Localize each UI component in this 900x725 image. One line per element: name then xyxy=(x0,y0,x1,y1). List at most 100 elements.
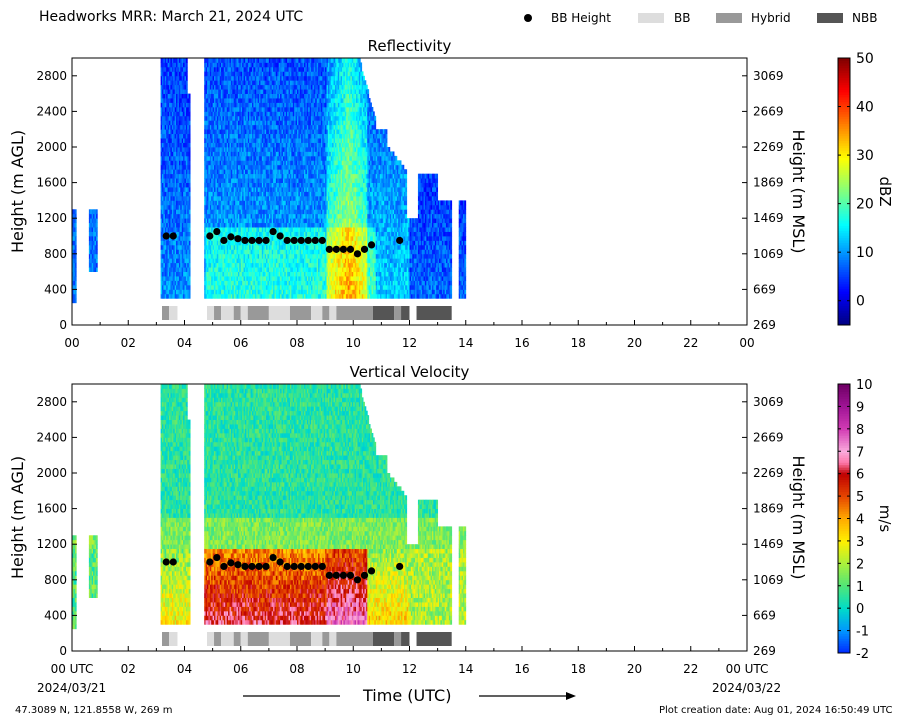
heatmap-cell xyxy=(88,258,91,264)
heatmap-cell xyxy=(274,147,277,152)
heatmap-cell xyxy=(169,164,171,170)
heatmap-cell xyxy=(237,62,240,68)
heatmap-cell xyxy=(214,187,216,192)
heatmap-cell xyxy=(249,155,251,161)
heatmap-cell xyxy=(277,58,280,63)
heatmap-cell xyxy=(222,204,225,210)
heatmap-cell xyxy=(169,289,171,295)
heatmap-cell xyxy=(270,98,273,103)
heatmap-cell xyxy=(270,160,273,166)
heatmap-cell xyxy=(166,124,169,130)
heatmap-cell xyxy=(176,218,178,224)
heatmap-cell xyxy=(275,284,278,290)
heatmap-cell xyxy=(225,209,228,215)
heatmap-cell xyxy=(174,169,177,175)
heatmap-cell xyxy=(228,227,230,232)
heatmap-cell xyxy=(228,218,230,224)
heatmap-cell xyxy=(215,249,218,255)
heatmap-cell xyxy=(274,236,277,241)
heatmap-cell xyxy=(271,106,274,112)
heatmap-cell xyxy=(177,284,180,290)
heatmap-cell xyxy=(266,253,268,259)
heatmap-cell xyxy=(273,173,275,179)
heatmap-cell xyxy=(252,84,254,90)
heatmap-cell xyxy=(240,111,243,117)
heatmap-cell xyxy=(259,289,261,295)
heatmap-cell xyxy=(174,80,177,86)
heatmap-cell xyxy=(174,106,177,112)
heatmap-cell xyxy=(185,120,188,126)
heatmap-cell xyxy=(162,178,164,183)
heatmap-cell xyxy=(229,138,232,143)
heatmap-cell xyxy=(237,164,240,170)
heatmap-cell xyxy=(174,111,177,117)
heatmap-cell xyxy=(221,66,223,72)
heatmap-cell xyxy=(215,62,218,68)
heatmap-cell xyxy=(173,218,176,224)
heatmap-cell xyxy=(256,267,259,272)
heatmap-cell xyxy=(170,195,173,201)
heatmap-cell xyxy=(226,244,229,250)
heatmap-cell xyxy=(253,71,256,77)
heatmap-cell xyxy=(166,129,169,135)
heatmap-cell xyxy=(180,200,183,206)
heatmap-cell xyxy=(253,191,256,197)
heatmap-cell xyxy=(187,191,190,197)
heatmap-cell xyxy=(214,133,216,139)
heatmap-cell xyxy=(246,106,249,112)
heatmap-cell xyxy=(239,253,242,259)
heatmap-cell xyxy=(174,62,177,68)
heatmap-cell xyxy=(235,164,237,170)
heatmap-cell xyxy=(240,120,243,126)
heatmap-cell xyxy=(261,164,264,170)
heatmap-cell xyxy=(208,115,211,121)
heatmap-cell xyxy=(208,164,211,170)
heatmap-cell xyxy=(226,62,229,68)
heatmap-cell xyxy=(267,62,270,68)
heatmap-cell xyxy=(223,253,226,259)
heatmap-cell xyxy=(178,66,181,72)
heatmap-cell xyxy=(230,80,233,86)
heatmap-cell xyxy=(295,129,298,135)
heatmap-cell xyxy=(215,267,218,272)
heatmap-cell xyxy=(246,293,249,299)
heatmap-cell xyxy=(166,218,169,224)
heatmap-cell xyxy=(266,106,268,112)
heatmap-cell xyxy=(237,102,240,108)
heatmap-cell xyxy=(225,62,228,68)
heatmap-cell xyxy=(242,271,244,277)
heatmap-cell xyxy=(288,204,291,210)
heatmap-cell xyxy=(288,280,291,286)
heatmap-cell xyxy=(249,227,251,232)
heatmap-cell xyxy=(167,155,170,161)
heatmap-cell xyxy=(221,169,223,175)
heatmap-cell xyxy=(259,164,261,170)
heatmap-cell xyxy=(288,75,291,81)
heatmap-cell xyxy=(208,258,211,264)
heatmap-cell xyxy=(164,93,167,99)
heatmap-cell xyxy=(171,66,174,72)
heatmap-cell xyxy=(180,267,183,272)
heatmap-cell xyxy=(284,111,287,117)
heatmap-cell xyxy=(167,187,170,192)
heatmap-cell xyxy=(254,124,257,130)
heatmap-cell xyxy=(205,262,208,268)
heatmap-cell xyxy=(294,262,296,268)
heatmap-cell xyxy=(299,164,302,170)
heatmap-cell xyxy=(160,84,163,90)
heatmap-cell xyxy=(162,115,164,121)
heatmap-cell xyxy=(176,106,178,112)
heatmap-cell xyxy=(233,89,236,94)
heatmap-cell xyxy=(271,155,274,161)
heatmap-cell xyxy=(257,80,260,86)
heatmap-cell xyxy=(237,267,240,272)
heatmap-cell xyxy=(253,164,256,170)
heatmap-cell xyxy=(177,164,180,170)
heatmap-cell xyxy=(219,289,222,295)
heatmap-cell xyxy=(162,80,164,86)
heatmap-cell xyxy=(285,191,288,197)
heatmap-cell xyxy=(240,169,243,175)
heatmap-cell xyxy=(214,75,216,81)
heatmap-cell xyxy=(229,267,232,272)
heatmap-cell xyxy=(275,289,278,295)
